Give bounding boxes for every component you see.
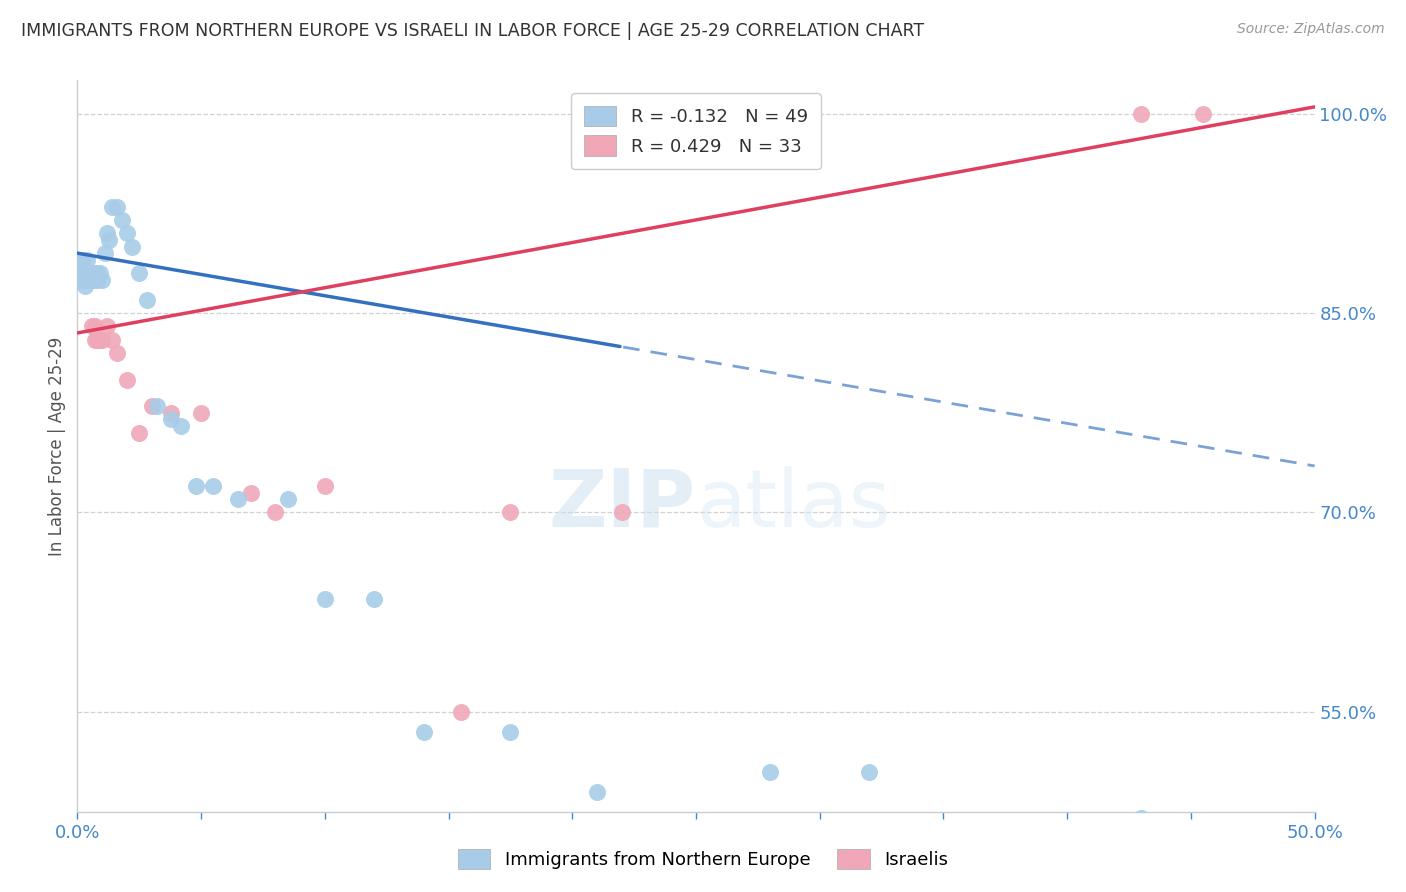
Point <box>115 226 138 240</box>
Legend: Immigrants from Northern Europe, Israelis: Immigrants from Northern Europe, Israeli… <box>449 839 957 879</box>
Point <box>76 266 98 280</box>
Point <box>73 273 96 287</box>
Point <box>69 266 91 280</box>
Text: IMMIGRANTS FROM NORTHERN EUROPE VS ISRAELI IN LABOR FORCE | AGE 25-29 CORRELATIO: IMMIGRANTS FROM NORTHERN EUROPE VS ISRAE… <box>21 22 924 40</box>
Point <box>115 372 138 386</box>
Point <box>82 319 104 334</box>
Point <box>226 492 249 507</box>
Point <box>72 252 94 267</box>
Point <box>128 266 150 280</box>
Point <box>145 399 167 413</box>
Point <box>111 213 134 227</box>
Point <box>83 266 105 280</box>
Point <box>69 252 91 267</box>
Point <box>1130 106 1153 120</box>
Point <box>141 399 163 413</box>
Point <box>101 200 124 214</box>
Point <box>363 591 385 606</box>
Text: Source: ZipAtlas.com: Source: ZipAtlas.com <box>1237 22 1385 37</box>
Point <box>239 485 262 500</box>
Point <box>89 333 111 347</box>
Point <box>264 506 287 520</box>
Text: ZIP: ZIP <box>548 466 696 543</box>
Point <box>314 479 336 493</box>
Point <box>170 419 193 434</box>
Point <box>72 273 94 287</box>
Point <box>96 319 118 334</box>
Point <box>98 233 121 247</box>
Point <box>82 266 104 280</box>
Point <box>86 266 108 280</box>
Point <box>73 266 96 280</box>
Point <box>79 273 101 287</box>
Point <box>101 333 124 347</box>
Point <box>1192 106 1215 120</box>
Point <box>76 273 98 287</box>
Point <box>69 266 91 280</box>
Point <box>76 266 98 280</box>
Point <box>82 273 104 287</box>
Point <box>314 591 336 606</box>
Point <box>86 273 108 287</box>
Point <box>69 273 91 287</box>
Point <box>105 200 128 214</box>
Point <box>858 764 880 779</box>
Point <box>72 266 94 280</box>
Point <box>105 346 128 360</box>
Point <box>72 273 94 287</box>
Text: atlas: atlas <box>696 466 890 543</box>
Point <box>759 764 782 779</box>
Point <box>79 273 101 287</box>
Point <box>83 319 105 334</box>
Legend: R = -0.132   N = 49, R = 0.429   N = 33: R = -0.132 N = 49, R = 0.429 N = 33 <box>571 93 821 169</box>
Point <box>76 252 98 267</box>
Point <box>277 492 299 507</box>
Point <box>160 406 183 420</box>
Point <box>450 705 472 719</box>
Point <box>82 273 104 287</box>
Point <box>202 479 225 493</box>
Point <box>73 273 96 287</box>
Point <box>76 266 98 280</box>
Point <box>79 266 101 280</box>
Y-axis label: In Labor Force | Age 25-29: In Labor Force | Age 25-29 <box>48 336 66 556</box>
Point <box>121 239 143 253</box>
Point <box>586 785 609 799</box>
Point <box>184 479 207 493</box>
Point <box>79 266 101 280</box>
Point <box>73 279 96 293</box>
Point <box>73 266 96 280</box>
Point <box>412 725 434 739</box>
Point <box>160 412 183 426</box>
Point <box>83 333 105 347</box>
Point <box>91 333 114 347</box>
Point <box>610 506 633 520</box>
Point <box>93 246 115 260</box>
Point <box>135 293 157 307</box>
Point <box>91 273 114 287</box>
Point <box>89 266 111 280</box>
Point <box>76 273 98 287</box>
Point <box>72 266 94 280</box>
Point <box>96 226 118 240</box>
Point <box>499 506 522 520</box>
Point <box>73 266 96 280</box>
Point <box>83 273 105 287</box>
Point <box>499 725 522 739</box>
Point <box>79 273 101 287</box>
Point <box>86 333 108 347</box>
Point <box>190 406 212 420</box>
Point <box>1130 811 1153 825</box>
Point <box>128 425 150 440</box>
